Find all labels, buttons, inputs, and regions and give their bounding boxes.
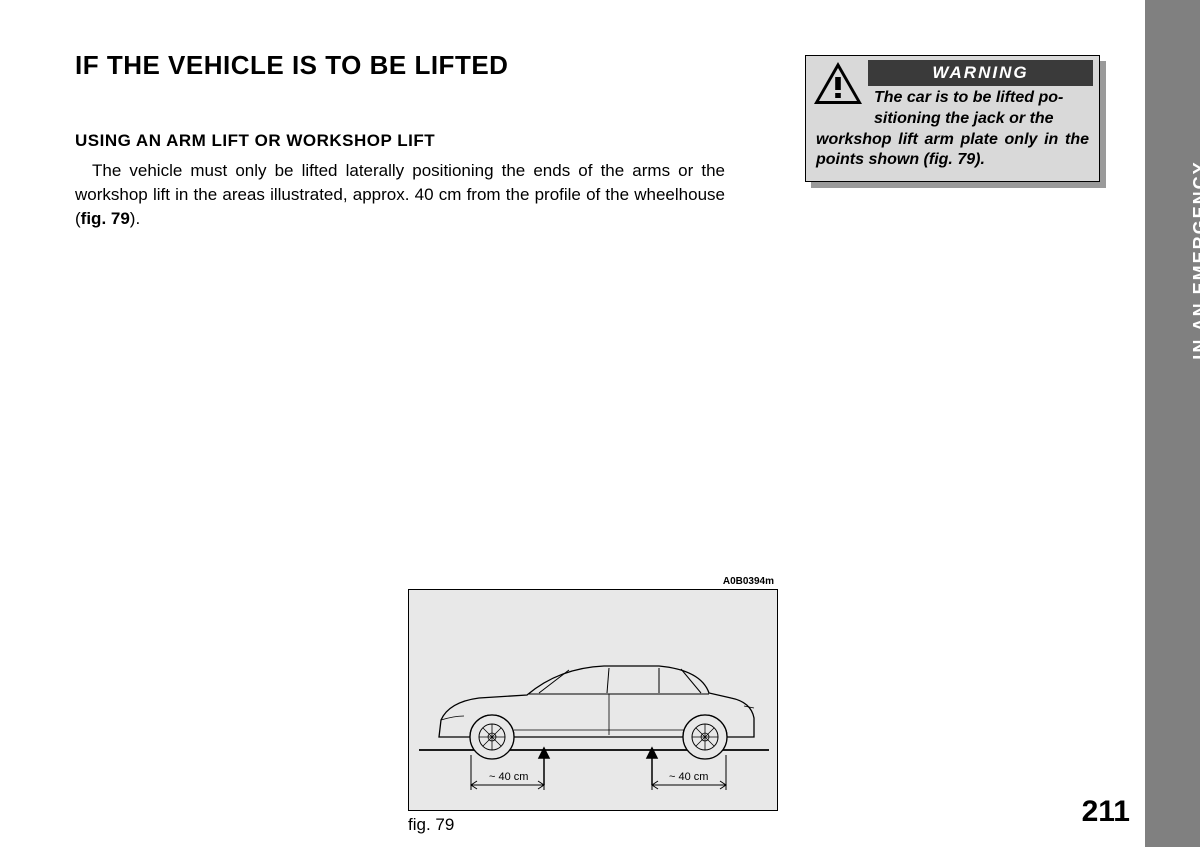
- figure-frame: ~ 40 cm ~ 40 cm: [408, 589, 778, 811]
- figure-code: A0B0394m: [408, 576, 778, 587]
- warning-box: WARNING The car is to be lifted po- siti…: [805, 55, 1100, 182]
- warning-rest: workshop lift arm plate only in the poin…: [816, 131, 1089, 169]
- warning-heading: WARNING: [868, 60, 1093, 86]
- warning-icon: [812, 60, 864, 106]
- warning-line1: The car is to be lifted po-: [874, 88, 1089, 109]
- figure-79: A0B0394m: [408, 576, 778, 835]
- body-end: ).: [130, 209, 140, 228]
- body-paragraph: The vehicle must only be lifted laterall…: [75, 159, 725, 230]
- sidebar-label: IN AN EMERGENCY: [1190, 130, 1200, 390]
- figure-caption: fig. 79: [408, 815, 778, 835]
- dim-right: ~ 40 cm: [669, 771, 708, 783]
- body-text: The vehicle must only be lifted laterall…: [75, 161, 725, 228]
- sidebar-tab: IN AN EMERGENCY: [1145, 0, 1200, 847]
- warning-line2: sitioning the jack or the: [874, 109, 1089, 130]
- page-number: 211: [1082, 795, 1130, 829]
- dim-left: ~ 40 cm: [489, 771, 528, 783]
- body-fig-ref: fig. 79: [81, 209, 130, 228]
